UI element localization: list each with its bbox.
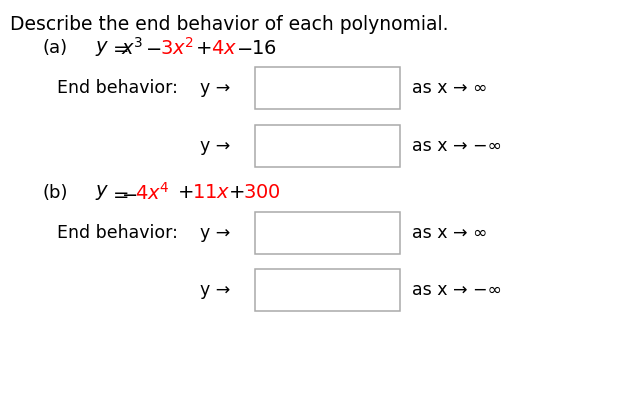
Text: $300$: $300$ [243, 184, 281, 202]
Text: $\mathit{y}$: $\mathit{y}$ [95, 38, 109, 58]
Text: $\mathit{y}$: $\mathit{y}$ [95, 184, 109, 202]
Text: (a): (a) [42, 39, 67, 57]
Text: as x → ∞: as x → ∞ [412, 224, 487, 242]
Text: as x → ∞: as x → ∞ [412, 79, 487, 97]
Text: $=$: $=$ [109, 38, 129, 58]
Text: $16$: $16$ [251, 38, 276, 58]
Text: $4\mathit{x}^4$: $4\mathit{x}^4$ [135, 182, 170, 204]
Bar [255, 269, 400, 311]
Text: $+$: $+$ [177, 184, 194, 202]
Bar [255, 125, 400, 167]
Text: Describe the end behavior of each polynomial.: Describe the end behavior of each polyno… [10, 15, 449, 34]
Text: $-$: $-$ [236, 38, 252, 58]
Text: y →: y → [200, 224, 230, 242]
Text: $+$: $+$ [195, 38, 212, 58]
Text: $-$: $-$ [145, 38, 161, 58]
Text: $\mathit{x}^3$: $\mathit{x}^3$ [121, 37, 143, 59]
Bar [255, 212, 400, 254]
Text: as x → −∞: as x → −∞ [412, 137, 502, 155]
Text: $11\mathit{x}$: $11\mathit{x}$ [192, 184, 231, 202]
Text: y →: y → [200, 281, 230, 299]
Text: $4\mathit{x}$: $4\mathit{x}$ [211, 38, 237, 58]
Text: as x → −∞: as x → −∞ [412, 281, 502, 299]
Text: End behavior:: End behavior: [57, 224, 178, 242]
Text: y →: y → [200, 79, 230, 97]
Text: $3\mathit{x}^2$: $3\mathit{x}^2$ [160, 37, 194, 59]
Text: End behavior:: End behavior: [57, 79, 178, 97]
Bar [255, 67, 400, 109]
Text: (b): (b) [42, 184, 68, 202]
Text: $-$: $-$ [121, 184, 137, 202]
Text: $=$: $=$ [109, 184, 129, 202]
Text: y →: y → [200, 137, 230, 155]
Text: $+$: $+$ [228, 184, 244, 202]
